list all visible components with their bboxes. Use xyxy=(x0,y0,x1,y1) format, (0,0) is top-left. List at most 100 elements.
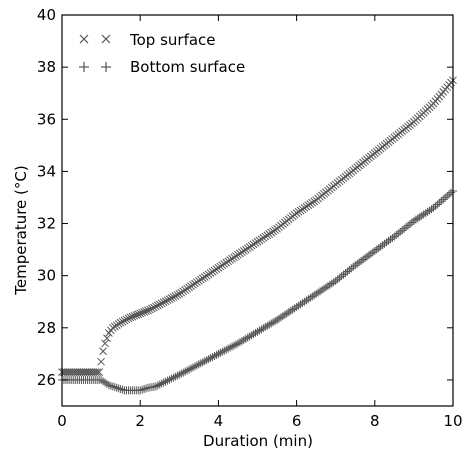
data-point xyxy=(171,292,180,300)
data-point xyxy=(106,381,115,390)
y-tick-label: 28 xyxy=(37,319,56,337)
x-tick-label: 6 xyxy=(292,412,302,430)
data-point xyxy=(95,368,103,376)
y-tick-label: 32 xyxy=(37,215,56,233)
data-point xyxy=(138,308,147,317)
data-point xyxy=(171,372,180,381)
data-point xyxy=(439,195,448,204)
data-point xyxy=(116,385,125,394)
data-point xyxy=(122,315,131,324)
data-point xyxy=(429,203,438,212)
data-point xyxy=(167,294,176,302)
data-point xyxy=(151,382,160,391)
data-point xyxy=(148,304,156,313)
y-tick-label: 30 xyxy=(37,267,56,285)
x-tick-label: 2 xyxy=(135,412,145,430)
data-point xyxy=(91,368,100,376)
legend: Top surface Bottom surface xyxy=(79,31,245,76)
data-point xyxy=(142,307,150,315)
series-top-surface xyxy=(58,76,457,376)
data-point xyxy=(445,190,454,199)
y-tick-label: 38 xyxy=(37,58,56,76)
data-point xyxy=(161,297,170,306)
data-point xyxy=(169,373,178,382)
data-point xyxy=(146,305,154,314)
data-point xyxy=(202,356,211,365)
data-point xyxy=(206,354,215,363)
data-point xyxy=(153,301,162,310)
data-point xyxy=(433,200,442,209)
data-point xyxy=(183,366,192,375)
data-point xyxy=(169,293,178,301)
data-point xyxy=(159,298,168,307)
data-point xyxy=(126,313,135,322)
data-point xyxy=(173,291,182,299)
data-point xyxy=(230,341,239,350)
data-point xyxy=(128,312,137,321)
data-point xyxy=(71,368,80,376)
data-point xyxy=(89,368,98,376)
data-point xyxy=(130,311,139,320)
data-point xyxy=(218,347,227,356)
data-point xyxy=(435,198,444,207)
y-tick-label: 40 xyxy=(37,6,56,24)
data-point xyxy=(67,368,76,376)
data-point xyxy=(159,378,168,387)
data-point xyxy=(73,368,82,376)
data-point xyxy=(85,368,94,376)
plot-frame xyxy=(61,14,454,407)
data-point xyxy=(181,367,190,376)
data-point xyxy=(177,369,186,378)
data-point xyxy=(196,359,205,368)
x-tick-label: 10 xyxy=(443,412,462,430)
data-point xyxy=(155,300,164,309)
x-tick-label: 8 xyxy=(370,412,380,430)
data-point xyxy=(75,368,84,376)
data-point xyxy=(124,314,133,323)
data-point xyxy=(222,345,231,354)
data-point xyxy=(102,379,111,388)
x-axis-label: Duration (min) xyxy=(203,432,313,450)
data-point xyxy=(208,352,217,361)
data-point xyxy=(165,375,174,384)
data-point xyxy=(431,202,440,211)
data-point xyxy=(190,362,199,371)
data-point xyxy=(163,296,172,305)
data-point xyxy=(212,350,221,359)
data-point xyxy=(118,317,127,326)
axes: 0 2 4 6 8 10 26 28 30 32 34 36 38 40 xyxy=(37,6,462,430)
data-point xyxy=(110,383,119,392)
data-point xyxy=(151,302,160,311)
data-point xyxy=(165,295,174,303)
data-point xyxy=(132,311,141,319)
data-point xyxy=(157,299,166,308)
data-point xyxy=(134,310,143,319)
x-tick-label: 4 xyxy=(214,412,224,430)
data-point xyxy=(144,306,152,315)
data-point xyxy=(77,368,86,376)
data-point xyxy=(153,381,162,390)
data-point xyxy=(224,344,233,353)
data-point xyxy=(104,381,113,390)
legend-marker-top-surface xyxy=(79,34,111,44)
data-point xyxy=(140,385,149,394)
data-point xyxy=(150,303,158,312)
x-tick-label: 0 xyxy=(57,412,67,430)
y-axis-label: Temperature (°C) xyxy=(12,165,30,295)
data-point xyxy=(99,347,107,356)
data-point xyxy=(216,348,225,357)
series-bottom-surface xyxy=(58,186,457,395)
data-point xyxy=(204,355,213,364)
data-point xyxy=(214,349,223,358)
data-point xyxy=(114,384,123,393)
data-point xyxy=(161,377,170,386)
data-point xyxy=(226,343,235,352)
data-point xyxy=(228,342,237,351)
data-point xyxy=(87,368,96,376)
data-point xyxy=(79,368,88,376)
data-point xyxy=(83,368,92,376)
data-point xyxy=(64,368,72,376)
y-tick-label: 26 xyxy=(37,371,56,389)
data-point xyxy=(188,363,197,372)
